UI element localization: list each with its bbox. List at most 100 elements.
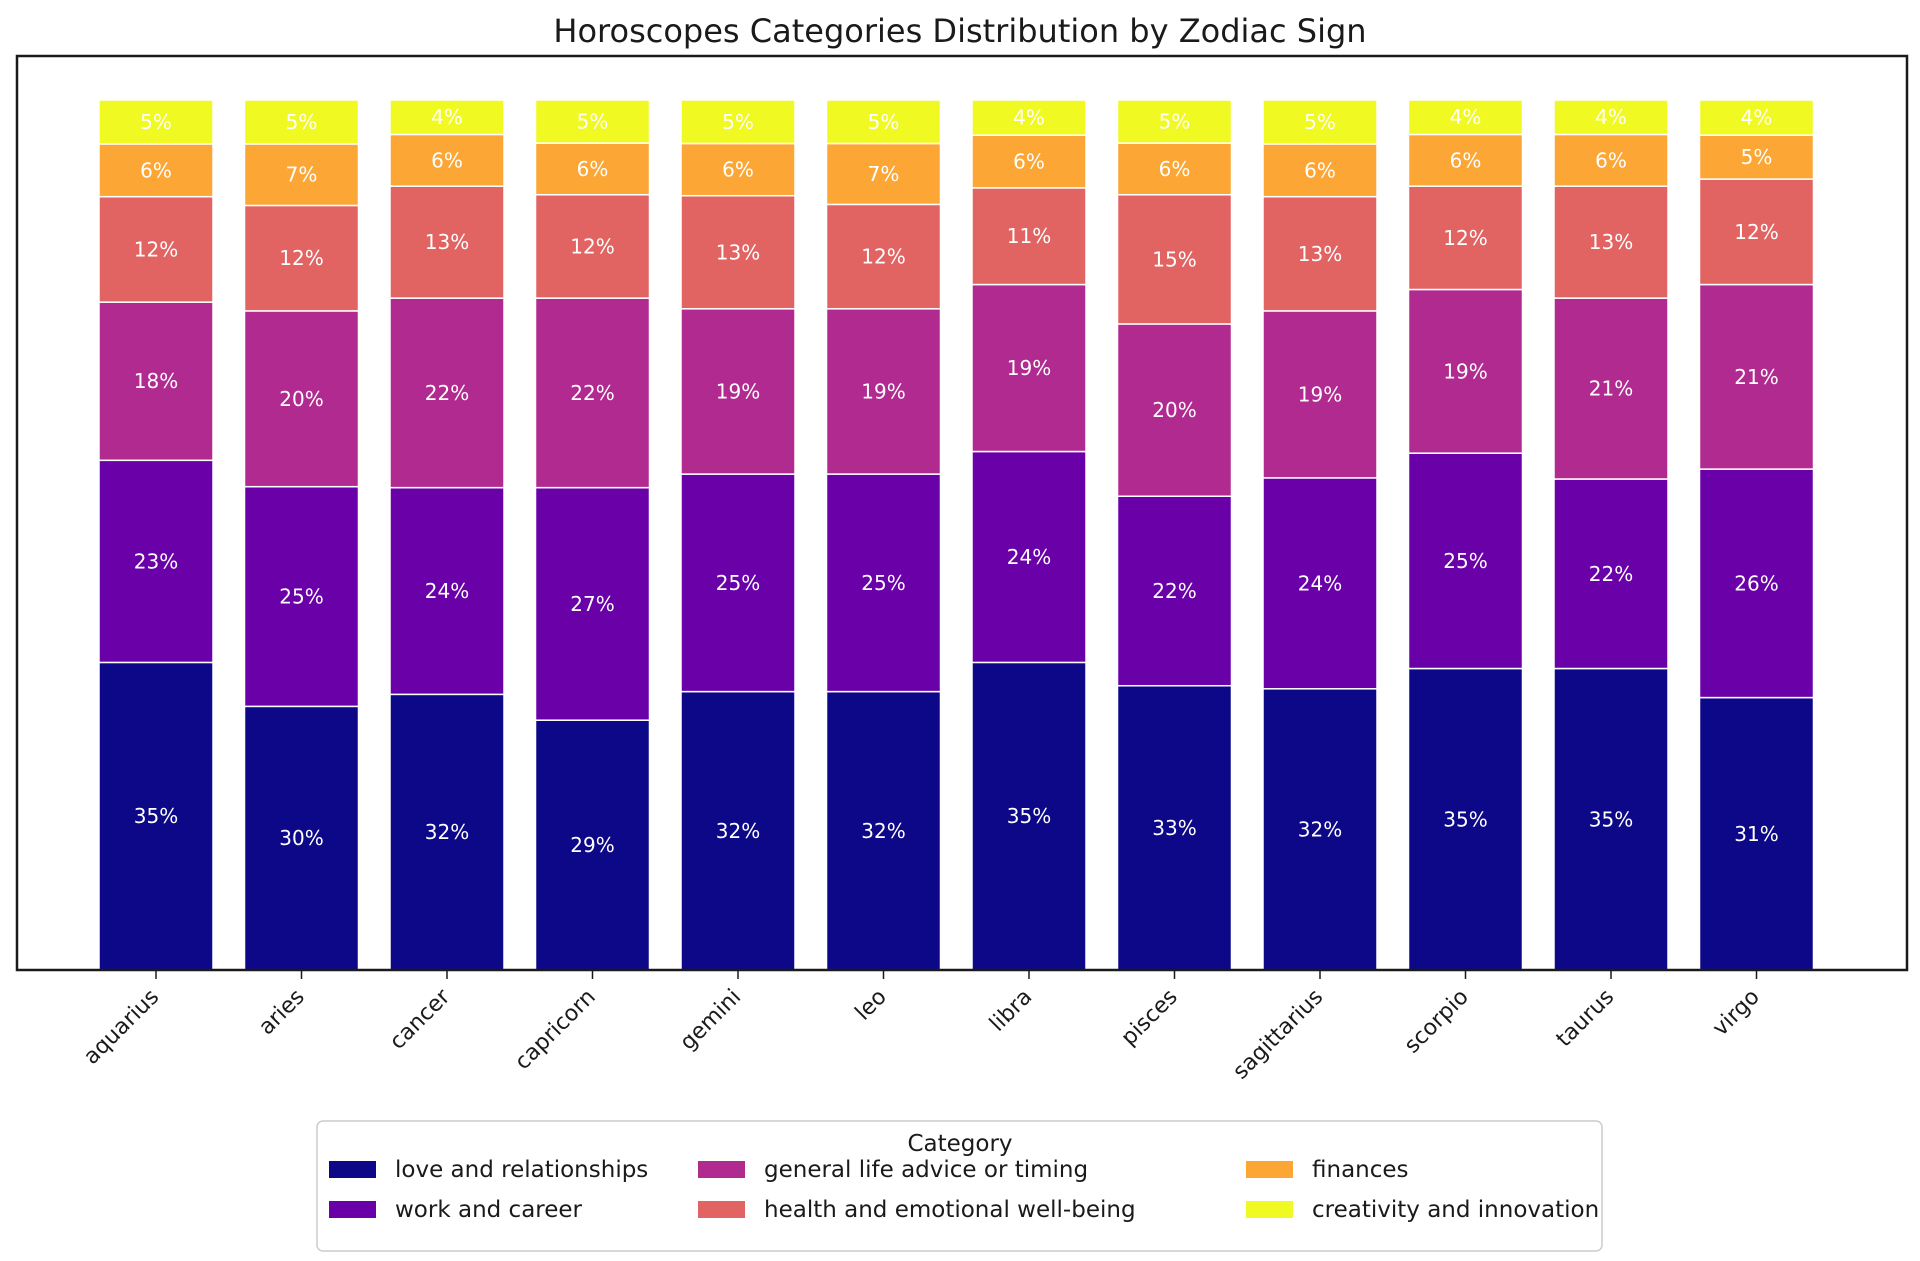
bar-segment-cancer-0 <box>389 693 505 971</box>
bar-segment-taurus-5 <box>1553 99 1669 136</box>
bar-segment-aquarius-1 <box>98 459 214 664</box>
plot-area-frame <box>15 54 1909 972</box>
bar-segment-libra-1 <box>971 450 1087 664</box>
bar-segment-scorpio-2 <box>1407 288 1524 454</box>
segment-label-leo-5: 5% <box>868 110 900 134</box>
x-tick-label-gemini: gemini <box>675 985 746 1056</box>
legend-swatch-5 <box>1246 1201 1293 1218</box>
segment-label-aquarius-0: 35% <box>134 804 178 828</box>
legend-items: love and relationships work and career gen… <box>329 1157 1599 1223</box>
bar-segment-gemini-1 <box>680 473 796 693</box>
bar-segment-virgo-1 <box>1698 468 1815 699</box>
legend-swatch-3 <box>698 1201 745 1218</box>
bar-segment-leo-4 <box>825 142 942 206</box>
bar-segment-libra-0 <box>971 661 1087 971</box>
segment-label-aquarius-1: 23% <box>134 549 178 573</box>
legend-label-3: health and emotional well-being <box>764 1197 1136 1223</box>
bar-segment-pisces-5 <box>1116 99 1233 144</box>
bar-segment-virgo-2 <box>1698 283 1815 470</box>
bar-segment-sagittarius-4 <box>1262 143 1378 198</box>
segment-label-capricorn-5: 5% <box>577 110 609 134</box>
segment-label-virgo-3: 12% <box>1734 220 1778 244</box>
bar-segment-gemini-4 <box>680 142 796 197</box>
bar-segment-cancer-5 <box>389 99 505 136</box>
segment-labels-group: 35% 23% 18% 12% 6% 5% 30% 25% 20% 12% 7% 5% 32% 24% 22… <box>134 105 1779 857</box>
segment-label-virgo-0: 31% <box>1734 822 1778 846</box>
segment-label-cancer-4: 6% <box>431 148 463 172</box>
segment-label-scorpio-0: 35% <box>1443 807 1487 831</box>
x-axis-ticks: aquarius aries cancer capricorn gemini leo lib… <box>79 970 1765 1084</box>
bar-segment-pisces-4 <box>1116 142 1233 196</box>
segment-label-capricorn-4: 6% <box>577 157 609 181</box>
bar-segment-sagittarius-5 <box>1262 99 1378 145</box>
segment-label-virgo-5: 4% <box>1741 106 1773 130</box>
bar-segment-capricorn-1 <box>534 486 651 721</box>
segment-label-pisces-0: 33% <box>1152 816 1196 840</box>
bar-segment-virgo-4 <box>1698 134 1815 180</box>
bar-segment-leo-1 <box>825 473 942 693</box>
x-tick-label-pisces: pisces <box>1117 985 1183 1051</box>
bar-segment-pisces-2 <box>1116 323 1233 497</box>
segment-label-libra-0: 35% <box>1007 804 1051 828</box>
x-tick-label-scorpio: scorpio <box>1400 985 1474 1059</box>
legend-label-1: work and career <box>395 1197 583 1223</box>
bar-segment-gemini-2 <box>680 308 796 475</box>
segment-label-leo-1: 25% <box>861 571 905 595</box>
bar-segment-cancer-4 <box>389 133 505 187</box>
segment-label-taurus-0: 35% <box>1589 807 1633 831</box>
bar-segment-cancer-2 <box>389 297 505 489</box>
segment-label-aquarius-2: 18% <box>134 369 178 393</box>
legend-swatch-0 <box>329 1161 376 1178</box>
bar-segment-aquarius-4 <box>98 143 214 198</box>
segment-label-virgo-2: 21% <box>1734 365 1778 389</box>
segment-label-cancer-0: 32% <box>425 820 469 844</box>
segment-label-sagittarius-5: 5% <box>1304 110 1336 134</box>
segment-label-aquarius-5: 5% <box>140 110 172 134</box>
bar-segment-aries-4 <box>243 143 360 207</box>
segment-label-libra-3: 11% <box>1007 224 1051 248</box>
segment-label-taurus-3: 13% <box>1589 230 1633 254</box>
segment-label-scorpio-5: 4% <box>1450 105 1482 129</box>
segment-label-capricorn-3: 12% <box>570 234 614 258</box>
segment-label-scorpio-4: 6% <box>1450 148 1482 172</box>
bar-segment-scorpio-5 <box>1407 99 1524 136</box>
legend-swatch-1 <box>329 1201 376 1218</box>
bar-segment-virgo-5 <box>1698 99 1815 136</box>
segment-label-cancer-5: 4% <box>431 105 463 129</box>
bar-segment-aries-5 <box>243 99 360 145</box>
segment-label-aries-5: 5% <box>286 110 318 134</box>
bar-segment-libra-5 <box>971 99 1087 136</box>
bar-segment-aquarius-0 <box>98 661 214 971</box>
bar-segment-sagittarius-3 <box>1262 195 1378 312</box>
segment-label-libra-1: 24% <box>1007 545 1051 569</box>
segment-label-aries-2: 20% <box>279 387 323 411</box>
x-tick-label-capricorn: capricorn <box>510 985 600 1075</box>
bars-group <box>98 99 1815 971</box>
bar-segment-cancer-3 <box>389 185 505 299</box>
bar-segment-sagittarius-1 <box>1262 477 1378 690</box>
legend: Category love and relationships work and … <box>316 1120 1603 1252</box>
segment-label-pisces-5: 5% <box>1159 110 1191 134</box>
bar-segment-taurus-2 <box>1553 297 1669 480</box>
segment-label-leo-2: 19% <box>861 379 905 403</box>
segment-label-capricorn-0: 29% <box>570 833 614 857</box>
bar-segment-gemini-3 <box>680 194 796 310</box>
segment-label-pisces-2: 20% <box>1152 398 1196 422</box>
segment-label-libra-2: 19% <box>1007 356 1051 380</box>
segment-label-aries-3: 12% <box>279 246 323 270</box>
segment-label-leo-3: 12% <box>861 245 905 269</box>
bar-segment-scorpio-0 <box>1407 667 1524 971</box>
bar-segment-capricorn-0 <box>534 719 651 971</box>
segment-label-aquarius-4: 6% <box>140 158 172 182</box>
segment-label-libra-4: 6% <box>1013 150 1045 174</box>
legend-label-2: general life advice or timing <box>764 1157 1088 1183</box>
segment-label-gemini-3: 13% <box>716 240 760 264</box>
segment-label-cancer-1: 24% <box>425 579 469 603</box>
segment-label-taurus-5: 4% <box>1595 105 1627 129</box>
legend-swatch-2 <box>698 1161 745 1178</box>
x-tick-label-aries: aries <box>254 985 310 1041</box>
bar-segment-leo-3 <box>825 203 942 310</box>
segment-label-pisces-4: 6% <box>1159 157 1191 181</box>
segment-label-aquarius-3: 12% <box>134 237 178 261</box>
